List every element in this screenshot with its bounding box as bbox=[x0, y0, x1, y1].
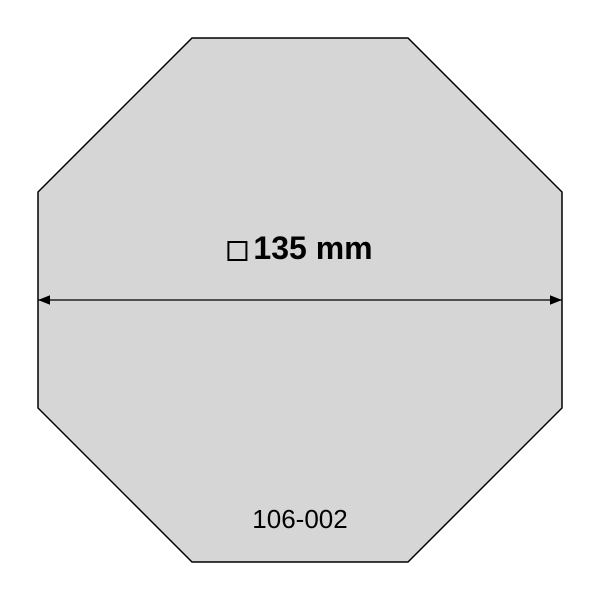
dimension-value: 135 mm bbox=[253, 230, 372, 266]
part-number-label: 106-002 bbox=[252, 504, 347, 535]
technical-diagram: 135 mm 106-002 bbox=[0, 0, 600, 600]
dimension-label: 135 mm bbox=[227, 230, 372, 267]
part-number-value: 106-002 bbox=[252, 504, 347, 534]
square-symbol-icon bbox=[227, 241, 247, 261]
